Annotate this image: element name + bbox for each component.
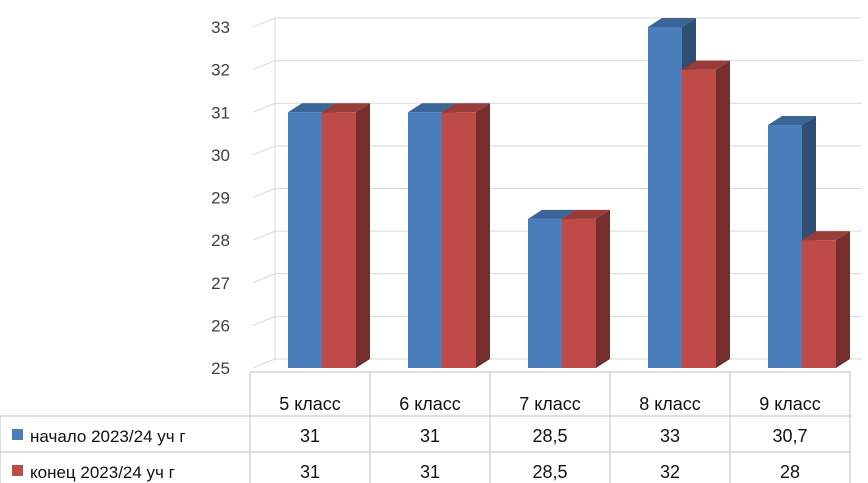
bar xyxy=(442,103,490,368)
bar-top xyxy=(288,103,336,113)
x-category-label: 9 класс xyxy=(759,394,821,414)
gridline-slant xyxy=(252,17,276,28)
y-tick-label: 25 xyxy=(211,359,230,378)
data-value-label: 31 xyxy=(420,426,440,446)
bar-front xyxy=(682,69,716,368)
legend-label: конец 2023/24 уч г xyxy=(30,463,175,482)
bar-top xyxy=(768,116,816,126)
bar-side xyxy=(716,60,730,368)
bar-front xyxy=(528,218,562,368)
bar-top xyxy=(528,209,576,219)
bar-front xyxy=(802,240,836,368)
y-tick-label: 26 xyxy=(211,316,230,335)
y-tick-label: 28 xyxy=(211,231,230,250)
data-value-label: 28,5 xyxy=(532,462,567,482)
gridline-slant xyxy=(252,358,276,369)
x-category-label: 8 класс xyxy=(639,394,701,414)
bar-front xyxy=(288,112,322,368)
bar xyxy=(682,60,730,368)
bar-front xyxy=(562,218,596,368)
data-value-label: 32 xyxy=(660,462,680,482)
bar-side xyxy=(596,209,610,368)
bar-top xyxy=(442,103,490,113)
bar-top xyxy=(562,209,610,219)
bar-side xyxy=(476,103,490,368)
data-value-label: 31 xyxy=(420,462,440,482)
legend-key xyxy=(12,465,23,476)
data-value-label: 33 xyxy=(660,426,680,446)
bars xyxy=(288,18,850,368)
bar-top xyxy=(648,18,696,27)
data-value-label: 28,5 xyxy=(532,426,567,446)
bar xyxy=(562,209,610,368)
bar-top xyxy=(408,103,456,113)
data-value-label: 31 xyxy=(300,462,320,482)
y-tick-label: 33 xyxy=(211,18,230,37)
data-value-label: 30,7 xyxy=(772,426,807,446)
data-table: 5 класс 6 класс 7 класс 8 класс 9 класс начал… xyxy=(0,371,851,483)
y-axis-ticks: 25 26 27 28 29 30 31 32 33 xyxy=(211,18,230,378)
legend-label: начало 2023/24 уч г xyxy=(30,427,186,446)
bar-side xyxy=(836,231,850,368)
bar-front xyxy=(768,125,802,368)
gridline-slant xyxy=(252,315,276,326)
bar xyxy=(322,103,370,368)
bar-top xyxy=(322,103,370,113)
data-value-label: 28 xyxy=(780,462,800,482)
bar-front xyxy=(322,112,356,368)
legend-key xyxy=(12,429,23,440)
gridline-slant xyxy=(252,102,276,113)
gridline-slant xyxy=(252,188,276,198)
y-tick-label: 31 xyxy=(211,103,230,122)
y-tick-label: 27 xyxy=(211,274,230,293)
x-category-label: 7 класс xyxy=(519,394,581,414)
bar-top xyxy=(802,231,850,241)
bar-front xyxy=(648,27,682,368)
gridline-slant xyxy=(252,60,276,71)
x-category-label: 6 класс xyxy=(399,394,461,414)
gridline-slant xyxy=(252,145,276,156)
bar-front xyxy=(442,112,476,368)
bar xyxy=(802,231,850,368)
y-tick-label: 30 xyxy=(211,146,230,165)
y-tick-label: 32 xyxy=(211,61,230,80)
y-tick-label: 29 xyxy=(211,189,230,208)
gridline-slant xyxy=(252,273,276,284)
data-value-label: 31 xyxy=(300,426,320,446)
bar-top xyxy=(682,60,730,70)
x-category-label: 5 класс xyxy=(279,394,341,414)
gridline-slant xyxy=(252,230,276,241)
bar-side xyxy=(356,103,370,368)
bar-front xyxy=(408,112,442,368)
